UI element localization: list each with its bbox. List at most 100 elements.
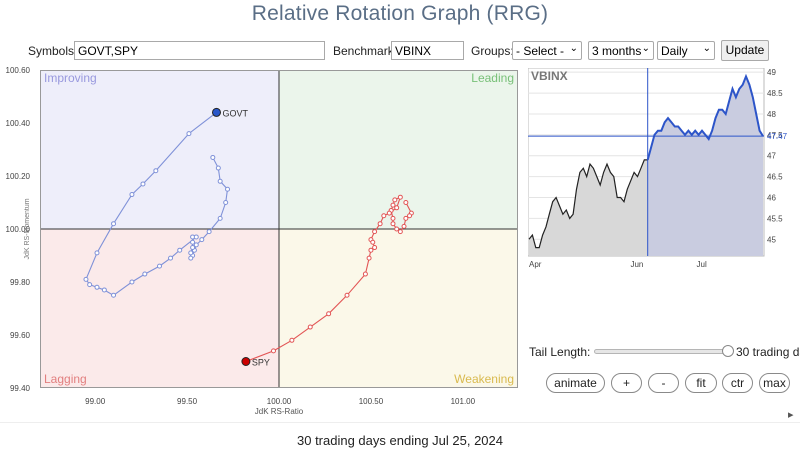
- tail-point[interactable]: [386, 210, 392, 216]
- benchmark-area-past: [529, 159, 648, 256]
- quadrant-label-improving: Improving: [44, 71, 97, 85]
- animate-button[interactable]: animate: [546, 373, 605, 393]
- tail-point[interactable]: [344, 292, 350, 298]
- x-tick-label: 99.00: [85, 397, 106, 406]
- tail-point[interactable]: [129, 192, 135, 198]
- tail-point[interactable]: [210, 154, 216, 160]
- tail-length-label: Tail Length:: [529, 345, 591, 359]
- zoom-in-button[interactable]: +: [611, 373, 642, 393]
- groups-select[interactable]: - Select - ⌄: [512, 41, 582, 60]
- tail-point[interactable]: [401, 223, 407, 229]
- tail-line-govt: [85, 111, 229, 296]
- tail-point[interactable]: [370, 239, 376, 245]
- benchmark-input[interactable]: [391, 41, 464, 60]
- tail-point[interactable]: [140, 181, 146, 187]
- tail-point[interactable]: [188, 255, 194, 261]
- tail-point[interactable]: [111, 221, 117, 227]
- tail-point[interactable]: [101, 287, 107, 293]
- tail-point[interactable]: [372, 229, 378, 235]
- tail-point[interactable]: [190, 245, 196, 251]
- tail-point[interactable]: [215, 165, 221, 171]
- benchmark-series: [528, 68, 764, 257]
- tail-point[interactable]: [186, 131, 192, 137]
- tail-length-slider[interactable]: [594, 349, 730, 354]
- fit-button[interactable]: fit: [685, 373, 717, 393]
- tail-point[interactable]: [111, 292, 117, 298]
- quadrant-lagging: [40, 229, 279, 388]
- tail-point[interactable]: [87, 282, 93, 288]
- tail-point[interactable]: [129, 279, 135, 285]
- tail-point[interactable]: [199, 237, 205, 243]
- period-select[interactable]: 3 months ⌄: [588, 41, 654, 60]
- benchmark-y-tick-label: 47.5: [767, 131, 783, 140]
- tail-point[interactable]: [368, 247, 374, 253]
- tail-point[interactable]: [94, 284, 100, 290]
- tail-point[interactable]: [377, 221, 383, 227]
- benchmark-line-past: [528, 159, 648, 249]
- tail-point[interactable]: [94, 250, 100, 256]
- series-label-govt: GOVT: [222, 108, 248, 118]
- rrg-chart[interactable]: Improving Leading Lagging Weakening GOVT…: [40, 70, 518, 388]
- x-tick-label: 99.50: [177, 397, 198, 406]
- tail-point[interactable]: [372, 245, 378, 251]
- tail-point[interactable]: [394, 226, 400, 232]
- chevron-down-icon: ⌄: [702, 43, 711, 54]
- tail-point[interactable]: [157, 263, 162, 269]
- max-button[interactable]: max: [759, 373, 790, 393]
- head-point-govt[interactable]: [211, 107, 221, 117]
- tail-point[interactable]: [390, 202, 396, 208]
- center-button[interactable]: ctr: [722, 373, 753, 393]
- tail-point[interactable]: [153, 168, 159, 174]
- tail-point[interactable]: [362, 271, 368, 277]
- tail-point[interactable]: [193, 234, 199, 240]
- y-tick-label: 100.60: [6, 66, 31, 75]
- tail-point[interactable]: [206, 229, 212, 235]
- tail-point[interactable]: [307, 324, 313, 330]
- zoom-out-button[interactable]: -: [648, 373, 679, 393]
- benchmark-y-tick-label: 46.5: [767, 173, 783, 182]
- tail-point[interactable]: [177, 247, 183, 253]
- tail-point[interactable]: [397, 229, 403, 235]
- head-point-spy[interactable]: [241, 357, 251, 366]
- tail-point[interactable]: [168, 255, 174, 261]
- tail-point[interactable]: [392, 197, 398, 203]
- quadrant-improving: [40, 70, 279, 229]
- tail-point[interactable]: [83, 276, 89, 282]
- interval-select[interactable]: Daily ⌄: [657, 41, 715, 60]
- groups-select-value: - Select -: [516, 44, 565, 58]
- benchmark-title: VBINX: [531, 69, 568, 83]
- tail-point[interactable]: [390, 221, 396, 227]
- tail-point[interactable]: [381, 213, 387, 219]
- resize-handle-icon[interactable]: ▸: [788, 409, 794, 421]
- benchmark-chart: 49 48.5 48 47.5 47 46.5 46 45.5 45 47.47 Apr Jun Ju…: [528, 68, 788, 269]
- tail-point[interactable]: [217, 215, 223, 221]
- tail-point[interactable]: [193, 242, 199, 248]
- tail-point[interactable]: [142, 271, 148, 277]
- tail-length-slider-handle[interactable]: [722, 345, 734, 357]
- x-tick-label: 100.50: [359, 397, 384, 406]
- tail-point[interactable]: [225, 186, 231, 192]
- tail-point[interactable]: [403, 215, 409, 221]
- symbols-input[interactable]: [74, 41, 325, 60]
- tail-point[interactable]: [366, 255, 372, 261]
- tail-point[interactable]: [188, 250, 194, 256]
- tail-point[interactable]: [190, 239, 196, 245]
- tail-point[interactable]: [403, 200, 409, 205]
- tail-point[interactable]: [289, 337, 295, 343]
- tail-point[interactable]: [326, 311, 332, 317]
- tail-point[interactable]: [407, 213, 413, 219]
- quadrant-label-lagging: Lagging: [44, 372, 87, 386]
- tail-point[interactable]: [390, 215, 396, 221]
- symbols-label: Symbols:: [28, 44, 78, 58]
- tail-point[interactable]: [394, 205, 400, 211]
- series-spy[interactable]: SPY: [241, 194, 414, 368]
- tail-point[interactable]: [397, 194, 403, 200]
- toolbar: Symbols: Benchmark: Groups: - Select - ⌄…: [0, 38, 800, 66]
- tail-point[interactable]: [270, 348, 276, 354]
- tail-point[interactable]: [217, 178, 223, 184]
- update-button[interactable]: Update: [721, 40, 769, 61]
- period-select-value: 3 months: [592, 44, 642, 58]
- series-govt[interactable]: GOVT: [83, 107, 249, 298]
- tail-point[interactable]: [223, 200, 229, 205]
- benchmark-area-tail: [647, 76, 763, 257]
